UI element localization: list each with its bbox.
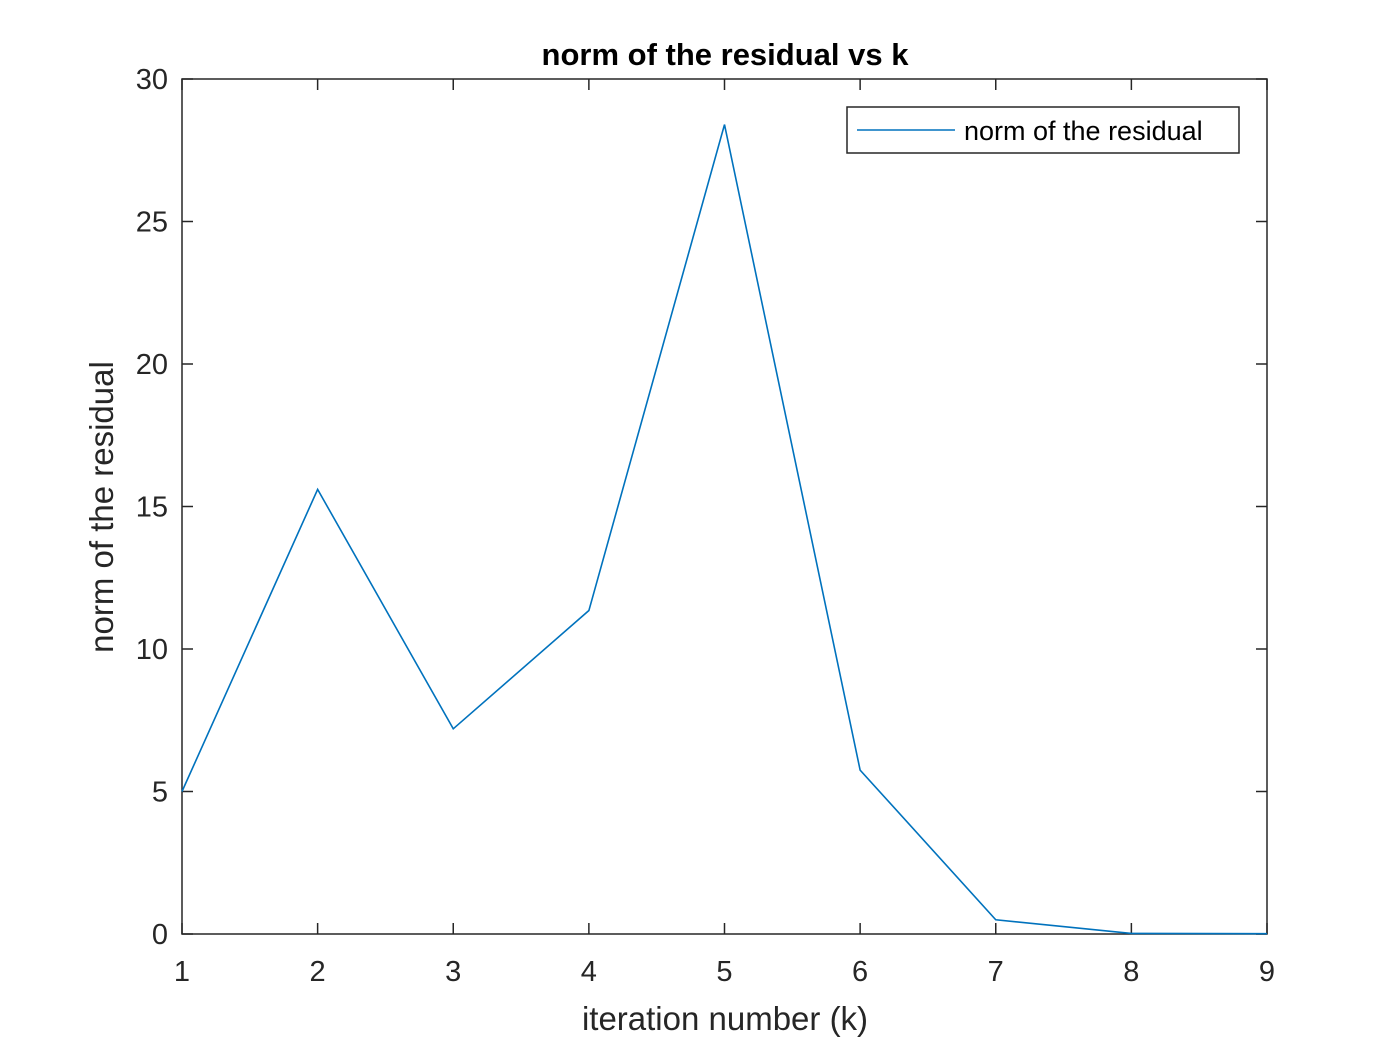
x-tick-label: 5 — [716, 956, 732, 988]
y-tick-label: 10 — [136, 634, 168, 666]
axes-box — [182, 79, 1267, 934]
x-axis-label: iteration number (k) — [582, 1000, 868, 1037]
x-tick-label: 8 — [1123, 956, 1139, 988]
x-tick-label: 3 — [445, 956, 461, 988]
x-tick-label: 2 — [310, 956, 326, 988]
x-tick-label: 4 — [581, 956, 597, 988]
chart-title: norm of the residual vs k — [542, 37, 910, 72]
x-tick-label: 7 — [988, 956, 1004, 988]
x-tick-label: 9 — [1259, 956, 1275, 988]
y-tick-label: 30 — [136, 64, 168, 96]
y-tick-label: 5 — [152, 777, 168, 809]
x-tick-label: 1 — [174, 956, 190, 988]
y-tick-label: 15 — [136, 492, 168, 524]
legend-label: norm of the residual — [964, 116, 1203, 146]
y-tick-label: 20 — [136, 349, 168, 381]
y-tick-label: 25 — [136, 207, 168, 239]
y-tick-label: 0 — [152, 919, 168, 951]
plot-area: 1 2 3 4 5 6 7 8 9 0 5 10 15 20 25 30 norm of the residua… — [136, 64, 1275, 988]
x-tick-label: 6 — [852, 956, 868, 988]
y-axis-label: norm of the residual — [83, 361, 120, 653]
